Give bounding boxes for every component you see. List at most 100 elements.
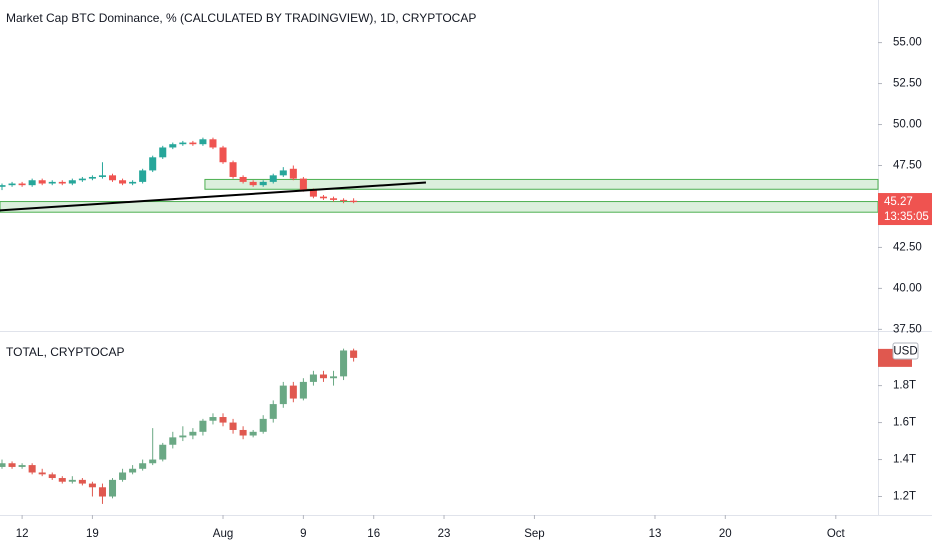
candle-body xyxy=(319,196,327,199)
y-tick-label: 1.8T xyxy=(893,380,916,392)
zone xyxy=(204,178,879,190)
x-tick-label: Aug xyxy=(213,528,233,540)
y-tick-label: 52.50 xyxy=(893,78,922,90)
candle-body xyxy=(239,176,247,182)
candle-body xyxy=(18,183,26,186)
y-tick-label: 1.4T xyxy=(893,454,916,466)
candle-body xyxy=(269,404,277,419)
candle-body xyxy=(38,472,46,475)
candle-body xyxy=(279,385,287,405)
candle-body xyxy=(149,157,157,171)
x-tick-label: 12 xyxy=(16,528,29,540)
x-tick-label: 9 xyxy=(300,528,306,540)
x-tick-label: 19 xyxy=(86,528,99,540)
candle-body xyxy=(189,431,197,436)
pane-title: TOTAL, CRYPTOCAP xyxy=(6,345,124,359)
candle-body xyxy=(28,180,36,186)
candle-body xyxy=(0,185,6,187)
candle-body xyxy=(309,374,317,382)
candle-body xyxy=(48,474,56,479)
trendline xyxy=(0,181,427,212)
x-tick-label: 23 xyxy=(438,528,451,540)
candle-body xyxy=(98,175,106,177)
candle-body xyxy=(209,417,217,421)
candle-body xyxy=(259,181,267,186)
candle-body xyxy=(249,181,257,186)
y-tick-label: 40.00 xyxy=(893,282,922,294)
candle-body xyxy=(108,479,117,497)
y-tick-label: 55.00 xyxy=(893,37,922,49)
candle-body xyxy=(48,181,56,184)
candle-body xyxy=(139,463,147,469)
candle-body xyxy=(139,170,147,182)
pane-title: Market Cap BTC Dominance, % (CALCULATED … xyxy=(6,11,476,25)
candle-body xyxy=(350,200,358,203)
last-price-label: 45.27 xyxy=(884,196,913,208)
candle-body xyxy=(289,168,297,179)
zone xyxy=(0,201,879,213)
candle-body xyxy=(229,422,237,430)
candle-body xyxy=(189,142,197,145)
candle-body xyxy=(179,142,187,145)
y-tick-label: 37.50 xyxy=(893,323,922,335)
x-tick-label: Oct xyxy=(827,528,846,540)
candle-body xyxy=(179,435,187,438)
candle-body xyxy=(88,176,96,179)
candle-body xyxy=(219,417,227,423)
candle-body xyxy=(78,178,86,181)
candle-body xyxy=(199,139,207,145)
y-tick-label: 47.50 xyxy=(893,160,922,172)
candle-body xyxy=(239,429,247,436)
currency-label: USD xyxy=(893,346,917,358)
candle-body xyxy=(330,198,338,200)
candle-body xyxy=(119,180,127,184)
candle-body xyxy=(18,465,26,467)
candle-body xyxy=(340,350,348,377)
candle-body xyxy=(299,381,307,399)
candle-body xyxy=(8,463,16,467)
candle-body xyxy=(350,350,358,358)
candle-body xyxy=(249,431,257,436)
candle-body xyxy=(169,144,177,148)
candle-body xyxy=(68,180,76,184)
candle-body xyxy=(38,180,46,184)
y-tick-label: 42.50 xyxy=(893,241,922,253)
candle-body xyxy=(330,376,338,379)
candle-body xyxy=(58,181,66,184)
candle-body xyxy=(68,479,76,482)
countdown-label: 13:35:05 xyxy=(884,211,929,223)
candle-body xyxy=(129,468,137,473)
candle-body xyxy=(340,199,348,201)
candle-body xyxy=(289,385,297,399)
y-tick-label: 1.6T xyxy=(893,417,916,429)
candle-body xyxy=(259,418,267,432)
currency-box xyxy=(892,342,919,360)
last-price-box xyxy=(878,193,932,226)
candle-body xyxy=(159,147,167,158)
x-tick-label: 13 xyxy=(649,528,662,540)
candle-body xyxy=(159,444,167,460)
candle-body xyxy=(309,190,317,197)
candle-body xyxy=(149,459,157,464)
candle-body xyxy=(199,420,207,432)
candle-body xyxy=(88,483,96,488)
candle-body xyxy=(108,175,117,181)
candle-body xyxy=(169,437,177,445)
y-tick-label: 1.2T xyxy=(893,491,916,503)
candle-body xyxy=(209,139,217,148)
candle-body xyxy=(119,472,127,480)
candle-body xyxy=(28,465,36,473)
candle-body xyxy=(8,183,16,186)
candle-body xyxy=(279,170,287,176)
candle-body xyxy=(78,479,86,484)
candle-body xyxy=(219,147,227,163)
candle-body xyxy=(58,478,66,482)
x-tick-label: 16 xyxy=(367,528,380,540)
candle-body xyxy=(98,487,106,497)
candle-body xyxy=(129,181,137,184)
candle-body xyxy=(299,178,307,191)
candle-body xyxy=(319,374,327,379)
candle-body xyxy=(0,463,6,467)
